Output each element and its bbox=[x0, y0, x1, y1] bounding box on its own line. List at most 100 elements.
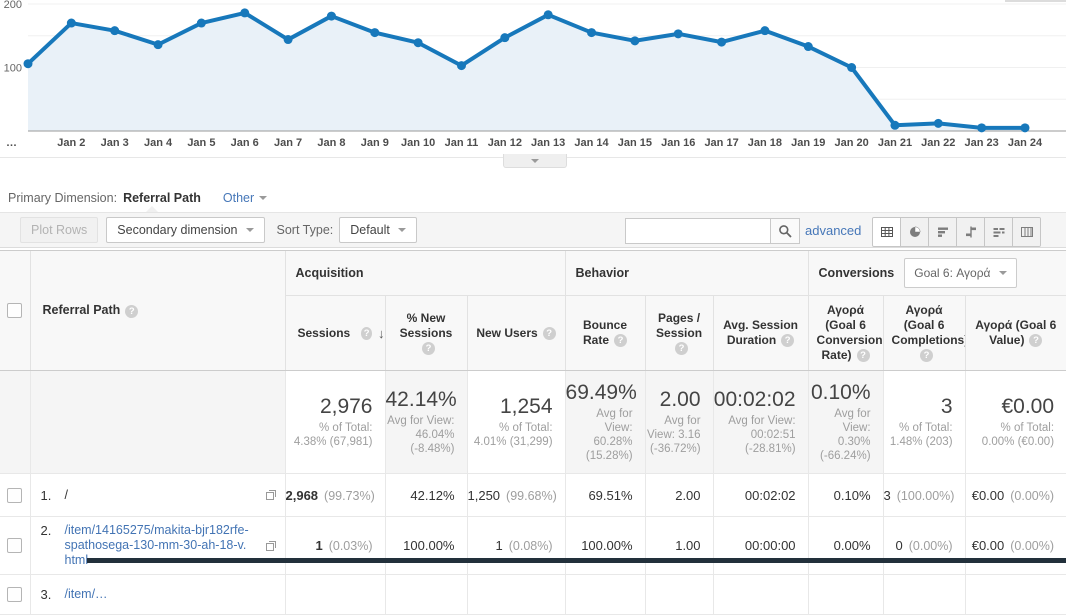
plot-rows-button[interactable]: Plot Rows bbox=[20, 217, 99, 243]
help-icon[interactable]: ? bbox=[675, 341, 689, 355]
select-all-checkbox[interactable] bbox=[7, 303, 23, 318]
totals-metric-cell: €0.00% of Total: 0.00% (€0.00) bbox=[964, 370, 1066, 474]
metric-value-cell: 00:02:02 bbox=[712, 473, 809, 517]
column-header-new-users[interactable]: New Users? bbox=[466, 295, 566, 371]
secondary-dimension-dropdown[interactable]: Secondary dimension bbox=[106, 217, 265, 243]
chevron-down-icon bbox=[245, 228, 254, 232]
pivot-view-button[interactable] bbox=[1012, 218, 1040, 246]
x-tick-label: Jan 3 bbox=[101, 137, 129, 149]
column-header-αγορά-goal-6-completions-[interactable]: Αγορά (Goal 6 Completions)? bbox=[882, 295, 966, 371]
column-header--new-sessions[interactable]: % New Sessions? bbox=[384, 295, 467, 371]
metric-value-cell bbox=[882, 574, 966, 615]
chart-area-fill bbox=[28, 12, 1025, 132]
search-icon bbox=[779, 225, 792, 238]
referral-path-link[interactable]: /item/14165275/makita-bjr182rfe-spathose… bbox=[64, 523, 249, 567]
x-tick-label: Jan 22 bbox=[921, 137, 955, 149]
row-checkbox[interactable] bbox=[7, 538, 23, 553]
data-point[interactable] bbox=[717, 37, 727, 47]
x-tick-label: Jan 2 bbox=[57, 137, 85, 149]
data-point[interactable] bbox=[413, 38, 423, 48]
data-point[interactable] bbox=[370, 28, 380, 38]
data-point[interactable] bbox=[456, 61, 466, 71]
x-tick-label: Jan 21 bbox=[878, 137, 912, 149]
help-icon[interactable]: ? bbox=[1029, 334, 1043, 348]
column-header-αγορά-goal-6-value-[interactable]: Αγορά (Goal 6 Value)? bbox=[964, 295, 1066, 371]
data-point[interactable] bbox=[326, 11, 336, 21]
goal-selector-dropdown[interactable]: Goal 6: Αγορά bbox=[904, 258, 1017, 288]
search-input[interactable] bbox=[625, 218, 770, 244]
table-view-button[interactable] bbox=[873, 218, 900, 246]
term-cloud-view-button[interactable] bbox=[984, 218, 1012, 246]
help-icon[interactable]: ? bbox=[422, 341, 435, 355]
open-in-new-icon[interactable] bbox=[265, 540, 277, 552]
metric-value-cell: 1.00 bbox=[644, 516, 714, 575]
row-checkbox[interactable] bbox=[7, 487, 23, 503]
metric-value-cell: 3 (100.00%) bbox=[882, 473, 966, 517]
advanced-search-link[interactable]: advanced bbox=[805, 223, 862, 238]
comparison-view-button[interactable] bbox=[956, 218, 984, 246]
referral-path-link[interactable]: /item/… bbox=[64, 587, 108, 601]
help-icon[interactable]: ? bbox=[781, 334, 795, 348]
data-point[interactable] bbox=[153, 40, 163, 50]
data-point[interactable] bbox=[283, 35, 293, 45]
search-button[interactable] bbox=[770, 218, 800, 244]
primary-dimension-other[interactable]: Other bbox=[223, 191, 268, 205]
metric-value-cell: 1 (0.08%) bbox=[466, 516, 566, 575]
help-icon[interactable]: ? bbox=[614, 334, 628, 348]
data-point[interactable] bbox=[803, 42, 813, 52]
performance-view-button[interactable] bbox=[928, 218, 956, 246]
help-icon[interactable]: ? bbox=[361, 326, 372, 340]
column-header-pages-session[interactable]: Pages / Session? bbox=[644, 295, 714, 371]
data-point[interactable] bbox=[630, 36, 640, 46]
data-point[interactable] bbox=[977, 123, 987, 133]
primary-dimension-referral-path[interactable]: Referral Path bbox=[123, 191, 201, 205]
x-tick-label: Jan 15 bbox=[618, 137, 652, 149]
sort-type-label: Sort Type: bbox=[276, 223, 334, 237]
metric-value-cell: 2,968 (99.73%) bbox=[284, 473, 385, 517]
chart-expander-tab[interactable] bbox=[503, 154, 567, 168]
data-point[interactable] bbox=[500, 33, 510, 43]
bottom-dark-bar bbox=[87, 558, 1066, 563]
x-tick-label: Jan 20 bbox=[834, 137, 868, 149]
row-checkbox[interactable] bbox=[7, 587, 23, 602]
data-point[interactable] bbox=[587, 28, 597, 38]
selected-dimension-notch bbox=[146, 206, 158, 212]
column-header-referral-path[interactable]: Referral Path? bbox=[29, 251, 285, 371]
data-point[interactable] bbox=[933, 118, 943, 128]
data-point[interactable] bbox=[543, 10, 553, 20]
totals-metric-cell: 00:02:02 Avg for View: 00:02:51 (-28.81%) bbox=[712, 370, 809, 474]
help-icon[interactable]: ? bbox=[542, 326, 556, 340]
data-point[interactable] bbox=[760, 26, 770, 36]
help-icon[interactable]: ? bbox=[920, 349, 934, 363]
data-point[interactable] bbox=[847, 63, 857, 72]
column-header-bounce-rate[interactable]: Bounce Rate? bbox=[564, 295, 646, 371]
sort-descending-icon[interactable]: ↓ bbox=[378, 325, 385, 341]
data-point[interactable] bbox=[673, 29, 683, 39]
data-point[interactable] bbox=[240, 8, 250, 18]
data-point[interactable] bbox=[196, 18, 206, 28]
column-header-sessions[interactable]: Sessions? ↓ bbox=[284, 295, 385, 371]
data-point[interactable] bbox=[110, 26, 120, 36]
chevron-down-icon bbox=[259, 196, 268, 200]
help-icon[interactable]: ? bbox=[856, 349, 870, 363]
data-point[interactable] bbox=[66, 18, 76, 28]
x-tick-label: Jan 8 bbox=[317, 137, 345, 149]
column-header-αγορά-goal-6-conversion-rate-[interactable]: Αγορά (Goal 6 Conversion Rate)? bbox=[807, 295, 884, 371]
metric-value-cell bbox=[644, 574, 714, 615]
referral-path-link[interactable]: / bbox=[64, 487, 68, 502]
sort-type-dropdown[interactable]: Default bbox=[339, 217, 417, 243]
data-point[interactable] bbox=[890, 120, 900, 130]
data-point[interactable] bbox=[1020, 123, 1030, 133]
column-header-avg-session-duration[interactable]: Avg. Session Duration? bbox=[712, 295, 809, 371]
totals-metric-cell: 2,976% of Total: 4.38% (67,981) bbox=[284, 370, 385, 474]
chevron-down-icon bbox=[531, 158, 539, 163]
metric-value-cell: 2.00 bbox=[644, 473, 714, 517]
data-point[interactable] bbox=[23, 59, 33, 69]
primary-dimension-label: Primary Dimension: bbox=[8, 191, 118, 205]
help-icon[interactable]: ? bbox=[125, 304, 139, 318]
sessions-line-chart: 100 200 … Jan 2 Jan 3 Jan 4 Jan 5 Jan 6 Jan 7 Jan… bbox=[0, 0, 1066, 150]
open-in-new-icon[interactable] bbox=[265, 489, 277, 501]
x-tick-label: Jan 18 bbox=[748, 137, 782, 149]
metric-value-cell: 100.00% bbox=[564, 516, 646, 575]
percentage-view-button[interactable] bbox=[900, 218, 928, 246]
